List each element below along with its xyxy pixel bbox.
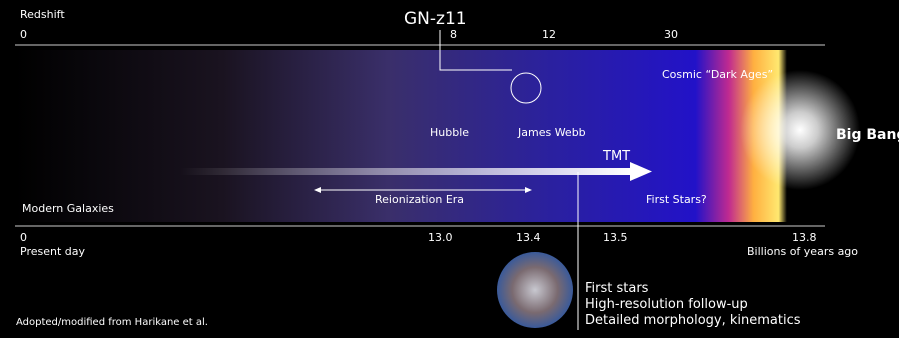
redshift-label: Redshift (20, 8, 65, 21)
object-label: GN-z11 (404, 9, 467, 29)
goal: First stars (585, 281, 649, 296)
time-tick: 13.8 (792, 231, 817, 244)
credit: Adopted/modified from Harikane et al. (16, 317, 208, 328)
time-tick: 0 (20, 231, 27, 244)
label: First Stars? (646, 193, 707, 206)
time-label: Billions of years ago (747, 245, 858, 258)
tmt-arrow (180, 168, 630, 175)
redshift-tick: 12 (542, 28, 556, 41)
time-label: Present day (20, 245, 85, 258)
label: Hubble (430, 126, 469, 139)
goal: High-resolution follow-up (585, 297, 748, 312)
goal: Detailed morphology, kinematics (585, 313, 801, 328)
time-tick: 13.4 (516, 231, 541, 244)
redshift-tick: 0 (20, 28, 27, 41)
redshift-tick: 8 (450, 28, 457, 41)
telescope-image (497, 252, 573, 328)
label: James Webb (517, 126, 586, 139)
time-tick: 13.5 (603, 231, 628, 244)
label: Big Bang (836, 127, 899, 143)
time-tick: 13.0 (428, 231, 453, 244)
label: Reionization Era (375, 193, 464, 206)
label: Cosmic “Dark Ages” (662, 68, 773, 81)
label: Modern Galaxies (22, 202, 114, 215)
diagram: Redshift 0 8 12 30 GN-z11 Cosmic “Dark A… (0, 0, 899, 338)
redshift-tick: 30 (664, 28, 678, 41)
label: TMT (602, 149, 630, 164)
